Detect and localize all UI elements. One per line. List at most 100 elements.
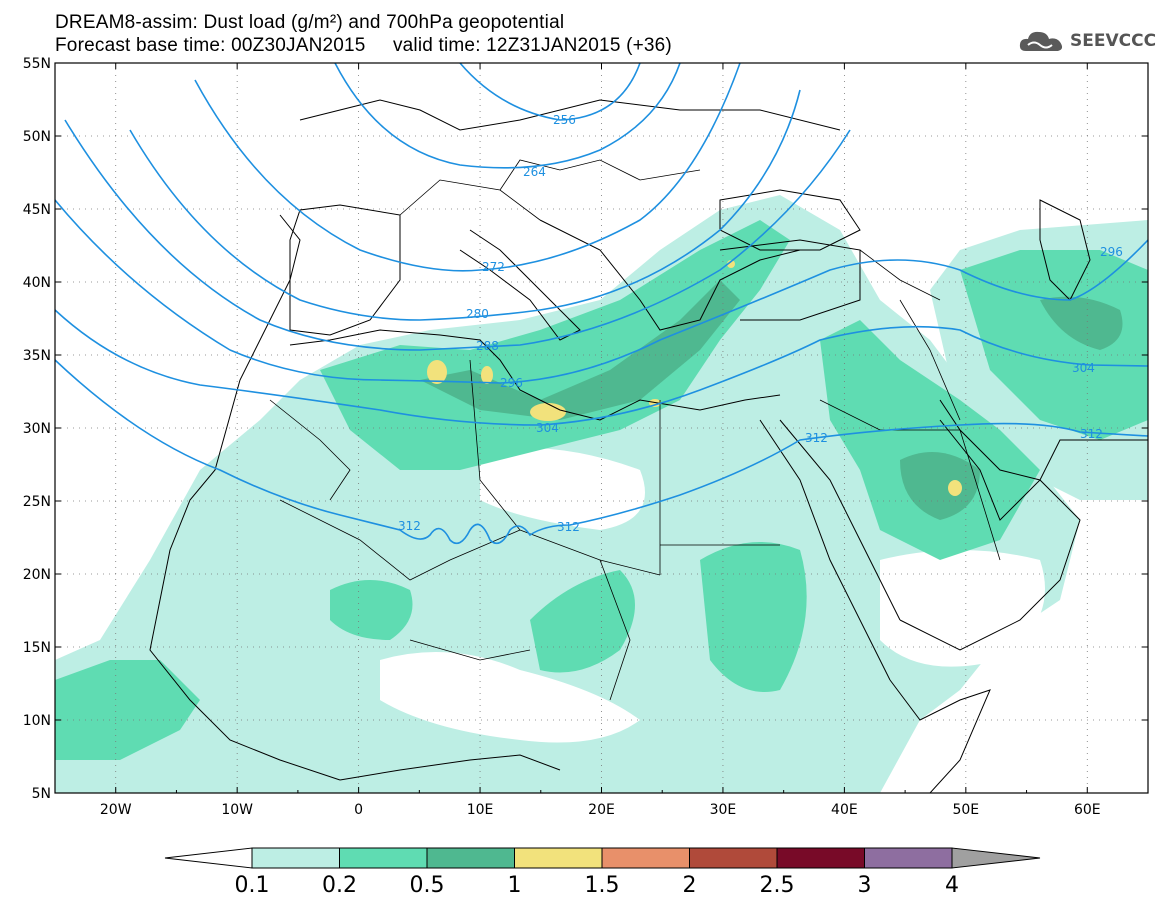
contour-304: [55, 309, 1148, 426]
colorbar-label: 0.1: [235, 873, 270, 898]
contour-label: 288: [476, 339, 499, 353]
lon-label: 10W: [221, 802, 253, 818]
colorbar-label: 1.5: [585, 873, 620, 898]
border-morocco-algeria: [269, 399, 351, 501]
contour-label: 280: [466, 307, 489, 321]
colorbar-label: 3: [858, 873, 872, 898]
contour-256: [459, 63, 641, 121]
lat-label: 5N: [32, 786, 51, 802]
coast-horn-africa: [889, 679, 991, 793]
dust-area-arabia-medium: [820, 320, 1040, 560]
dust-load-field: 256 264 272 280 288 296 304 312 312 296 …: [55, 63, 1148, 793]
lat-label: 20N: [23, 567, 51, 583]
lat-label: 45N: [23, 202, 51, 218]
lon-label: 10E: [467, 802, 494, 818]
border-turkey-iran: [859, 249, 941, 301]
dust-area-dense-arabia: [900, 452, 980, 520]
border-chad-sudan: [599, 559, 631, 701]
dust-hotspot-tunisia: [481, 366, 493, 384]
colorbar-label: 4: [945, 873, 959, 898]
colorbar-under-arrow: [164, 847, 253, 869]
forecast-time-line: Forecast base time: 00Z30JAN2015 valid t…: [55, 35, 672, 56]
coastlines: [149, 99, 1148, 793]
contour-label: 304: [536, 421, 559, 435]
coast-north-africa: [289, 329, 781, 421]
dust-area-dense-iran: [1040, 296, 1123, 350]
colorbar-label: 0.5: [410, 873, 445, 898]
contour-272: [194, 63, 741, 272]
lon-label: 30E: [710, 802, 737, 818]
colorbar-segment: [689, 847, 778, 869]
seevccc-logo: SEEVCCC: [1018, 26, 1156, 56]
lon-label: 40E: [831, 802, 858, 818]
dust-hotspot-saudi: [948, 480, 962, 496]
contour-label: 312: [805, 431, 828, 445]
colorbar-segment: [426, 847, 515, 869]
colorbar-segment: [776, 847, 865, 869]
colorbar-segment: [339, 847, 428, 869]
contour-label: 312: [1080, 427, 1103, 441]
colorbar-label: 1: [508, 873, 522, 898]
border-tunisia-libya: [469, 359, 521, 531]
colorbar-label: 2: [683, 873, 697, 898]
contour-288: [64, 119, 851, 351]
lon-label: 60E: [1074, 802, 1101, 818]
lat-label: 50N: [23, 129, 51, 145]
lat-label: 10N: [23, 713, 51, 729]
lon-label: 50E: [952, 802, 979, 818]
contour-label: 264: [523, 165, 546, 179]
coast-europe-north: [299, 99, 841, 131]
contour-264: [334, 63, 681, 169]
dust-area-med-west: [320, 220, 790, 470]
coast-balkans-greece: [539, 219, 801, 331]
dust-area-sudan-medium: [700, 542, 807, 692]
lat-label: 25N: [23, 494, 51, 510]
clear-area-yemen: [880, 550, 1045, 667]
axes: 55N 50N 45N 40N 35N 30N 25N 20N 15N 10N 5N 20W 10W 0 1…: [23, 56, 1149, 818]
lon-label: 20W: [100, 802, 132, 818]
contour-312: [55, 359, 1148, 545]
coast-persian-gulf: [939, 419, 1148, 521]
contour-label: 272: [482, 260, 505, 274]
colorbar-segment: [601, 847, 690, 869]
contour-label: 312: [398, 519, 421, 533]
border-iraq-iran: [899, 299, 961, 421]
clear-area-libya: [480, 447, 645, 530]
lat-label: 30N: [23, 421, 51, 437]
contour-label: 256: [553, 113, 576, 127]
geopotential-contours: [55, 63, 1148, 545]
colorbar-label: 0.2: [322, 873, 357, 898]
lon-label: 0: [354, 802, 363, 818]
colorbar: 0.1 0.2 0.5 1 1.5 2 2.5 3 4: [164, 847, 1041, 898]
coast-turkey: [719, 239, 861, 321]
lat-label: 35N: [23, 348, 51, 364]
colorbar-segment: [864, 847, 953, 869]
contour-label: 296: [500, 376, 523, 390]
border-europe: [399, 159, 701, 221]
dust-area-chad-medium: [530, 570, 635, 673]
dust-area-iran-medium: [960, 250, 1148, 440]
border-algeria-mali: [279, 499, 521, 581]
coast-west-africa: [149, 214, 341, 781]
coast-black-sea: [719, 189, 861, 251]
dust-hotspot-libya: [530, 403, 566, 421]
map-title: DREAM8-assim: Dust load (g/m²) and 700hP…: [55, 12, 565, 33]
dust-hotspot-algeria: [427, 360, 447, 384]
contour-280: [129, 89, 801, 321]
lat-label: 55N: [23, 56, 51, 72]
lon-label: 20E: [588, 802, 615, 818]
dust-area-sahel-medium: [330, 580, 413, 640]
dust-hotspot-greece: [727, 260, 735, 268]
coast-arabia: [899, 399, 1081, 651]
border-saudi: [819, 399, 1001, 561]
colorbar-label: 2.5: [760, 873, 795, 898]
contour-labels: 256 264 272 280 288 296 304 312 312 296 …: [398, 113, 1123, 534]
coast-gulf-guinea: [339, 754, 561, 781]
cloud-icon: [1019, 31, 1063, 51]
graticule: [55, 63, 1148, 793]
dust-area-dense-north: [420, 280, 740, 420]
country-borders: [269, 159, 1001, 701]
border-niger-nigeria: [409, 639, 531, 661]
contour-label: 296: [1100, 245, 1123, 259]
lat-label: 15N: [23, 640, 51, 656]
